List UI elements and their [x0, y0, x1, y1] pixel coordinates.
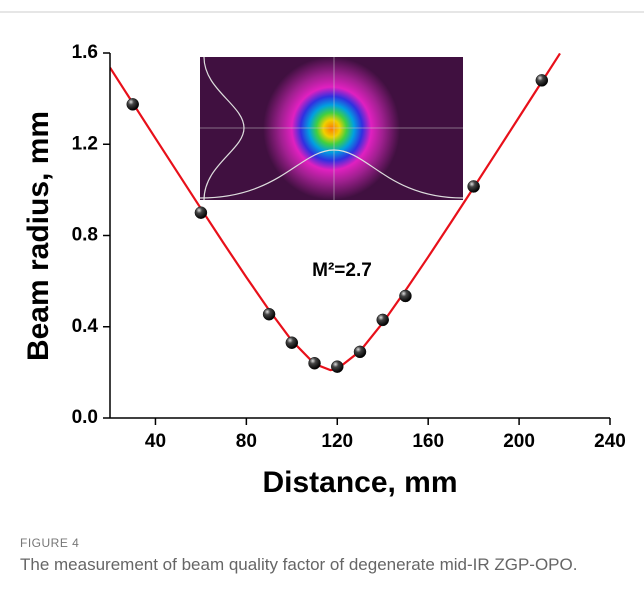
data-point: [354, 346, 366, 358]
page: M²=2.7 Distance, mm Beam radius, mm 40 80…: [0, 0, 644, 606]
data-point: [286, 337, 298, 349]
annotation: M²=2.7: [312, 260, 372, 281]
data-point: [377, 314, 389, 326]
x-tick-label: 240: [594, 431, 626, 452]
inset-beam-image: [200, 57, 463, 200]
y-tick-label: 0.4: [72, 316, 99, 337]
caption-label: FIGURE 4: [20, 536, 79, 550]
data-point: [536, 74, 548, 86]
x-tick-label: 200: [503, 431, 535, 452]
data-point: [399, 290, 411, 302]
data-point: [195, 207, 207, 219]
data-point: [127, 98, 139, 110]
caption-text: The measurement of beam quality factor o…: [20, 554, 580, 576]
chart: M²=2.7 Distance, mm Beam radius, mm 40 80…: [0, 0, 644, 530]
y-tick-label: 0.8: [72, 225, 98, 246]
y-tick-label: 0.0: [72, 407, 98, 428]
data-point: [309, 357, 321, 369]
data-point: [331, 361, 343, 373]
x-tick-label: 120: [321, 431, 353, 452]
x-tick-label: 160: [412, 431, 444, 452]
data-point: [263, 308, 275, 320]
y-tick-label: 1.6: [72, 42, 98, 63]
x-axis-title: Distance, mm: [262, 466, 457, 499]
x-tick-label: 40: [145, 431, 166, 452]
y-axis-title: Beam radius, mm: [22, 111, 55, 361]
y-tick-label: 1.2: [72, 133, 98, 154]
x-tick-label: 80: [236, 431, 257, 452]
data-point: [468, 180, 480, 192]
